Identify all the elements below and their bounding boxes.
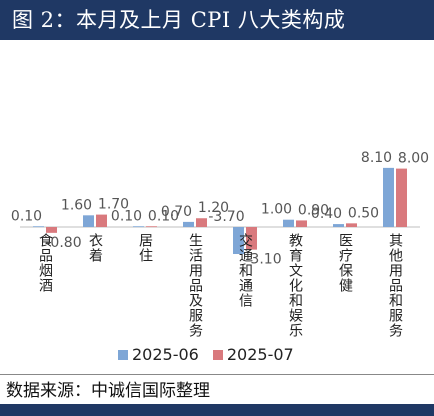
- bar-1-6: [333, 224, 344, 227]
- bar-2-4: [246, 227, 257, 250]
- category-label-5: 教育文化和娱乐: [287, 233, 303, 338]
- category-label-4: 交通和通信: [237, 232, 253, 308]
- legend-label-series-2: 2025-07: [226, 345, 294, 364]
- data-label-1-5: 1.00: [261, 202, 292, 218]
- category-label-1: 衣着: [87, 233, 103, 263]
- data-label-1-3: 0.70: [161, 204, 192, 220]
- data-label-2-0: -0.80: [45, 235, 81, 251]
- bar-1-0: [33, 226, 44, 228]
- bar-1-2: [133, 226, 144, 228]
- legend-swatch-series-2: [212, 349, 223, 360]
- chart-title: 图 2：本月及上月 CPI 八大类构成: [0, 0, 434, 40]
- category-label-2: 居住: [137, 233, 153, 263]
- bottom-band: [0, 404, 434, 416]
- data-label-2-1: 1.70: [98, 197, 129, 213]
- legend-swatch-series-1: [118, 349, 128, 360]
- data-label-1-0: 0.10: [11, 208, 42, 224]
- bar-1-4: [233, 227, 244, 255]
- category-label-6: 医疗保健: [337, 233, 353, 293]
- legend-item-series-1: 2025-06: [118, 345, 199, 364]
- data-label-2-6: 0.50: [348, 205, 379, 221]
- bar-2-3: [196, 218, 207, 227]
- bar-2-0: [46, 227, 57, 233]
- chart-legend: 2025-06 2025-07: [118, 345, 308, 364]
- bar-2-6: [346, 223, 357, 227]
- bar-1-1: [83, 215, 94, 227]
- bar-1-3: [183, 221, 194, 227]
- bar-2-5: [296, 220, 307, 227]
- bar-1-5: [283, 219, 294, 227]
- data-label-1-2: 0.10: [111, 208, 142, 224]
- category-label-3: 生活用品及服务: [187, 233, 203, 338]
- source-note: 数据来源：中诚信国际整理: [6, 381, 210, 401]
- data-label-2-5: 0.90: [298, 202, 329, 218]
- data-label-1-7: 8.10: [361, 150, 392, 166]
- legend-label-series-1: 2025-06: [132, 345, 199, 364]
- data-label-2-4: -3.10: [245, 252, 281, 268]
- bar-2-1: [96, 214, 107, 227]
- data-label-2-7: 8.00: [398, 151, 429, 167]
- data-label-2-2: 0.10: [148, 208, 179, 224]
- category-label-7: 其他用品和服务: [387, 233, 403, 338]
- source-divider: [0, 374, 434, 375]
- data-label-2-3: 1.20: [198, 200, 229, 216]
- bar-2-7: [396, 168, 407, 227]
- data-label-1-6: 0.40: [311, 206, 342, 222]
- data-label-1-4: -3.70: [208, 209, 244, 225]
- bar-2-2: [146, 226, 157, 228]
- bar-1-7: [383, 167, 394, 227]
- data-label-1-1: 1.60: [61, 197, 92, 213]
- legend-item-series-2: 2025-07: [212, 345, 294, 364]
- category-label-0: 食品烟酒: [37, 232, 53, 293]
